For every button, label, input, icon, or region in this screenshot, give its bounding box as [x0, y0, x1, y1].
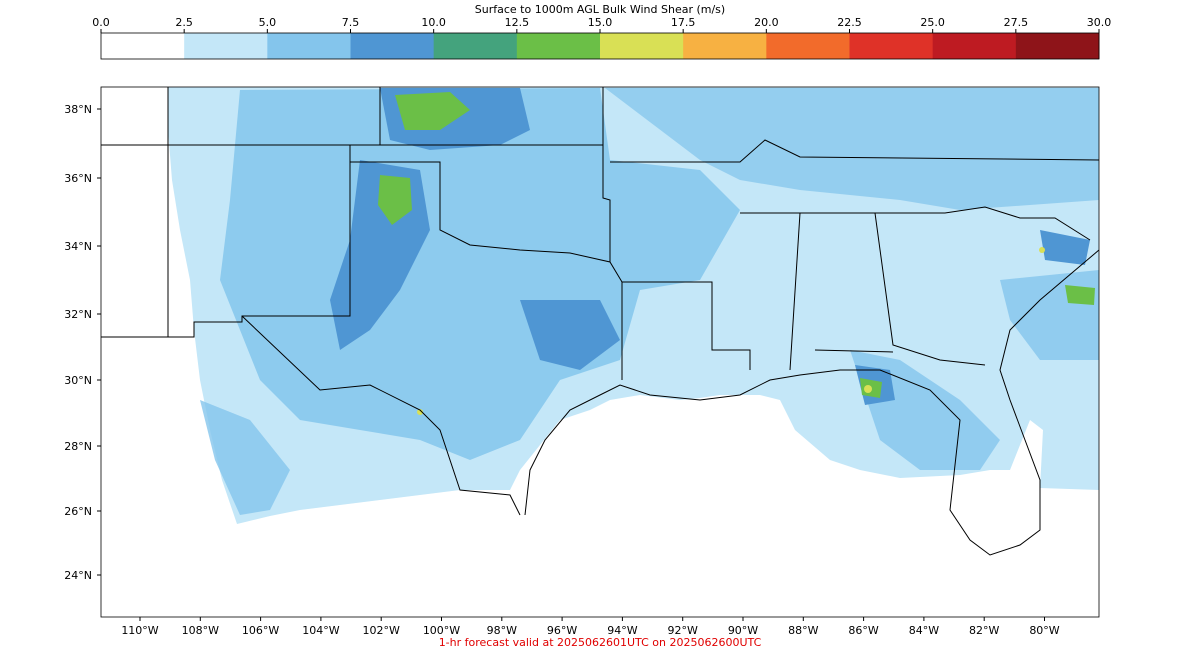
colorbar-tick-label: 17.5: [671, 16, 696, 29]
lon-label: 84°W: [909, 624, 939, 637]
coastline: [524, 249, 1099, 556]
lat-label: 32°N: [64, 308, 92, 321]
map-frame: [100, 86, 1100, 618]
lon-label: 94°W: [607, 624, 637, 637]
lat-label: 24°N: [64, 569, 92, 582]
longitude-labels: 110°W 108°W 106°W 104°W 102°W 100°W 98°W 96°W 94…: [121, 617, 1060, 637]
lat-label: 30°N: [64, 374, 92, 387]
colorbar-bin: [350, 33, 435, 59]
colorbar-bin: [184, 33, 268, 59]
lon-label: 104°W: [302, 624, 339, 637]
state-borders: [101, 87, 1099, 516]
colorbar-bin: [683, 33, 767, 59]
colorbar-bin: [932, 33, 1017, 59]
shear-12to15-regions: [378, 92, 1095, 398]
lon-label: 90°W: [728, 624, 758, 637]
shear-15to17-spots: [417, 247, 1045, 415]
lat-label: 26°N: [64, 505, 92, 518]
colorbar: [100, 32, 1100, 60]
colorbar-bin: [766, 33, 850, 59]
colorbar-tick-label: 20.0: [754, 16, 779, 29]
colorbar-title: Surface to 1000m AGL Bulk Wind Shear (m/…: [474, 3, 726, 16]
lon-label: 92°W: [668, 624, 698, 637]
lon-label: 86°W: [848, 624, 878, 637]
colorbar-bin: [849, 33, 934, 59]
lon-label: 102°W: [363, 624, 400, 637]
colorbar-tick-label: 15.0: [588, 16, 613, 29]
colorbar-bin: [1015, 33, 1100, 59]
colorbar-bin: [433, 33, 518, 59]
lon-label: 82°W: [969, 624, 999, 637]
latitude-labels: 38°N 36°N 34°N 32°N 30°N 28°N 26°N 24°N: [64, 103, 101, 582]
colorbar-tick-label: 30.0: [1087, 16, 1112, 29]
colorbar-tick-label: 25.0: [920, 16, 945, 29]
colorbar-tick-label: 0.0: [92, 16, 110, 29]
colorbar-tick-label: 12.5: [505, 16, 530, 29]
colorbar-tick-label: 27.5: [1004, 16, 1029, 29]
lon-label: 100°W: [423, 624, 460, 637]
colorbar-tick-label: 7.5: [342, 16, 360, 29]
lon-label: 88°W: [788, 624, 818, 637]
lat-label: 28°N: [64, 440, 92, 453]
colorbar-tick-label: 5.0: [259, 16, 277, 29]
colorbar-bin: [101, 33, 185, 59]
colorbar-tick-label: 2.5: [175, 16, 193, 29]
lat-label: 36°N: [64, 172, 92, 185]
colorbar-bin: [267, 33, 351, 59]
forecast-valid-text: 1-hr forecast valid at 2025062601UTC on …: [438, 636, 762, 649]
lon-label: 80°W: [1029, 624, 1059, 637]
colorbar-ticks: 0.0 2.5 5.0 7.5 10.0 12.5 15.0 17.5 20.0 22.5 25.0…: [92, 16, 1111, 33]
colorbar-tick-label: 10.0: [421, 16, 446, 29]
lon-label: 98°W: [487, 624, 517, 637]
colorbar-bin: [516, 33, 601, 59]
colorbar-tick-label: 22.5: [837, 16, 862, 29]
lon-label: 108°W: [182, 624, 219, 637]
lon-label: 106°W: [242, 624, 279, 637]
lat-label: 34°N: [64, 240, 92, 253]
lat-label: 38°N: [64, 103, 92, 116]
lon-label: 110°W: [121, 624, 158, 637]
colorbar-bin: [600, 33, 684, 59]
lon-label: 96°W: [547, 624, 577, 637]
